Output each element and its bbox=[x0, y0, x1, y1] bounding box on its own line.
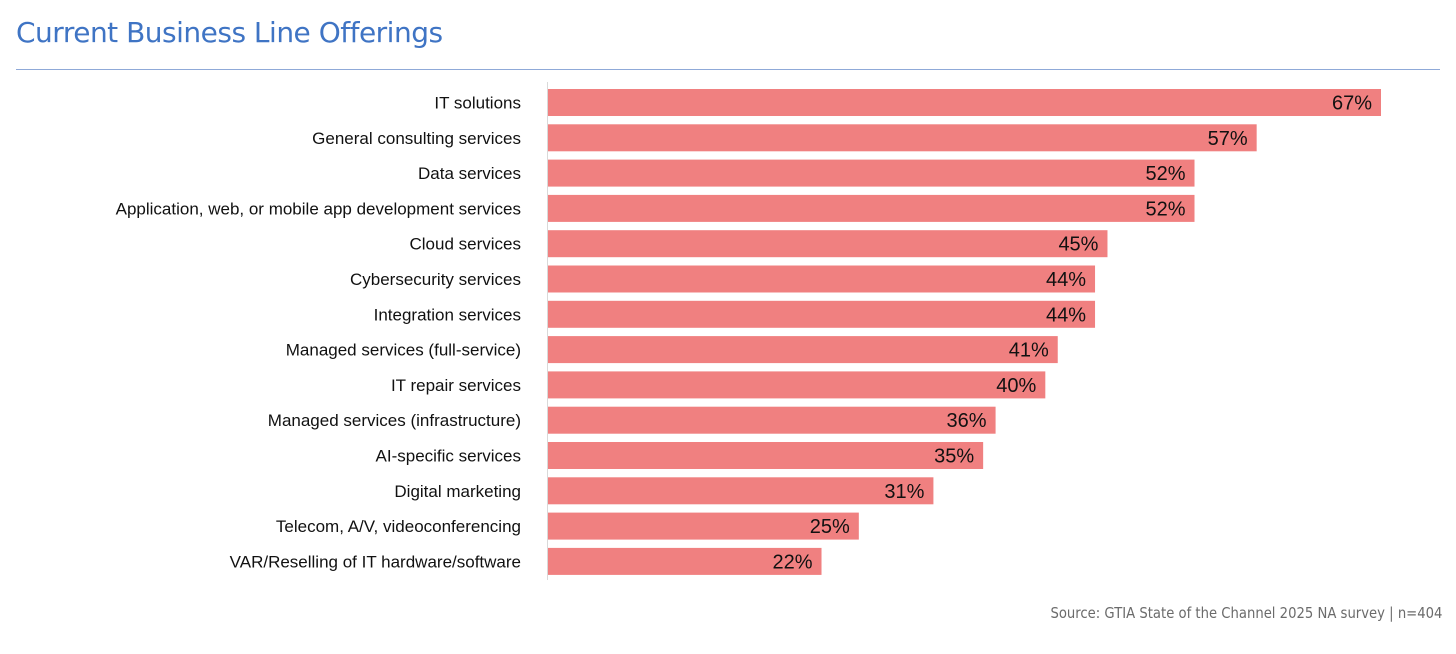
category-label: Telecom, A/V, videoconferencing bbox=[276, 517, 521, 536]
category-label: IT solutions bbox=[434, 94, 521, 113]
data-label: 67% bbox=[1332, 93, 1372, 115]
data-label: 44% bbox=[1046, 269, 1086, 291]
category-label: General consulting services bbox=[312, 129, 521, 148]
title-divider bbox=[16, 69, 1440, 70]
category-label: Integration services bbox=[374, 305, 521, 324]
data-label: 35% bbox=[934, 446, 974, 468]
bar bbox=[548, 512, 859, 540]
bar-chart: IT solutions 67% General consulting servic… bbox=[116, 82, 1381, 580]
bar bbox=[548, 159, 1195, 187]
bar bbox=[548, 124, 1257, 152]
category-label: Application, web, or mobile app developm… bbox=[116, 199, 521, 218]
data-label: 22% bbox=[772, 551, 812, 573]
source-note: Source: GTIA State of the Channel 2025 N… bbox=[1050, 604, 1442, 622]
data-label: 41% bbox=[1009, 340, 1049, 362]
bar bbox=[548, 89, 1381, 116]
category-label: Cybersecurity services bbox=[350, 270, 521, 289]
category-label: Data services bbox=[418, 164, 521, 183]
category-label: Digital marketing bbox=[394, 482, 521, 501]
bar bbox=[548, 230, 1108, 258]
category-label: Cloud services bbox=[410, 235, 522, 254]
data-label: 25% bbox=[810, 516, 850, 538]
data-label: 36% bbox=[947, 410, 987, 432]
bar bbox=[548, 336, 1058, 364]
bar bbox=[548, 371, 1046, 399]
category-label: Managed services (full-service) bbox=[286, 341, 521, 360]
data-label: 40% bbox=[996, 375, 1036, 397]
category-label: VAR/Reselling of IT hardware/software bbox=[230, 552, 521, 571]
category-label: Managed services (infrastructure) bbox=[268, 411, 521, 430]
bar bbox=[548, 442, 984, 469]
bar bbox=[548, 406, 996, 434]
bar bbox=[548, 477, 934, 505]
data-label: 57% bbox=[1208, 128, 1248, 150]
category-label: AI-specific services bbox=[376, 447, 521, 466]
data-label: 52% bbox=[1145, 163, 1185, 185]
bar bbox=[548, 300, 1096, 328]
data-label: 45% bbox=[1058, 234, 1098, 256]
data-label: 31% bbox=[884, 481, 924, 503]
bar bbox=[548, 194, 1195, 222]
category-label: IT repair services bbox=[391, 376, 521, 395]
bar bbox=[548, 547, 822, 575]
data-label: 52% bbox=[1145, 198, 1185, 220]
chart-title: Current Business Line Offerings bbox=[16, 16, 443, 49]
bar bbox=[548, 265, 1096, 293]
data-label: 44% bbox=[1046, 304, 1086, 326]
